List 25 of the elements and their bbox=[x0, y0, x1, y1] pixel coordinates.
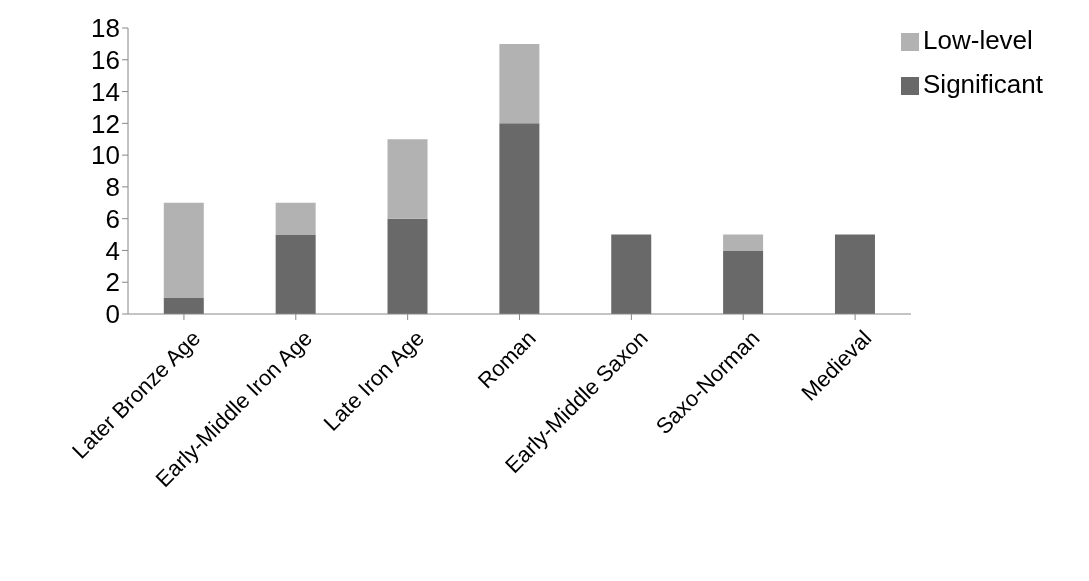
y-tick-label: 8 bbox=[105, 172, 120, 203]
y-tick-label: 14 bbox=[91, 76, 120, 107]
bar bbox=[723, 234, 764, 251]
bar bbox=[275, 234, 316, 314]
y-tick-label: 12 bbox=[91, 108, 120, 139]
bar bbox=[387, 218, 428, 314]
bar bbox=[611, 234, 652, 314]
x-tick-label: Late Iron Age bbox=[318, 325, 429, 436]
bar bbox=[163, 202, 204, 299]
bar bbox=[499, 43, 540, 124]
bar bbox=[499, 123, 540, 314]
bar bbox=[275, 202, 316, 235]
y-tick-label: 2 bbox=[105, 267, 120, 298]
bar bbox=[163, 298, 204, 314]
bar bbox=[387, 139, 428, 219]
legend-label: Significant bbox=[923, 69, 1043, 99]
y-tick-label: 18 bbox=[91, 13, 120, 44]
bar bbox=[723, 250, 764, 314]
y-tick-label: 16 bbox=[91, 45, 120, 76]
y-tick-label: 10 bbox=[91, 140, 120, 171]
legend-label: Low-level bbox=[923, 25, 1033, 55]
y-tick-label: 4 bbox=[105, 235, 120, 266]
y-tick-label: 0 bbox=[105, 299, 120, 330]
y-tick-label: 6 bbox=[105, 203, 120, 234]
bar bbox=[834, 234, 875, 314]
